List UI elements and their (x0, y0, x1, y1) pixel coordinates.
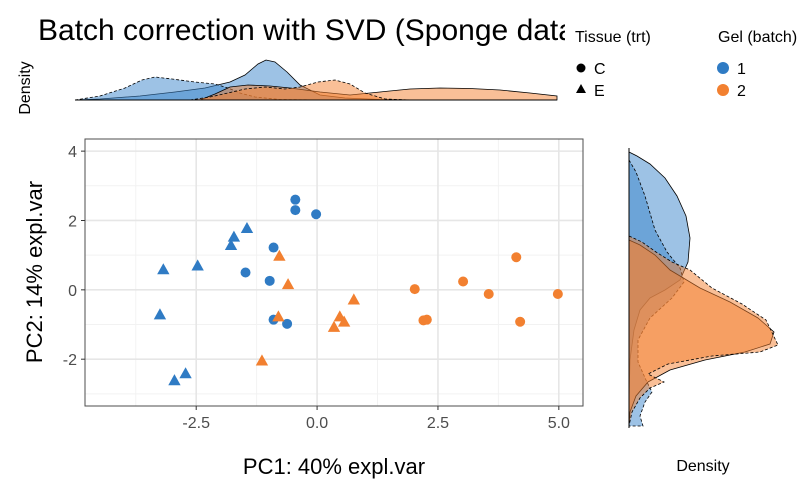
right-density: Density (628, 148, 779, 475)
data-point-circle (511, 252, 522, 263)
legend-color-label-1: 1 (737, 61, 746, 78)
data-point-circle (458, 276, 469, 287)
legend-circle-marker (576, 63, 586, 73)
data-point-circle (552, 288, 563, 299)
data-point-triangle (272, 310, 285, 322)
data-point-triangle (179, 367, 192, 379)
data-point-triangle (240, 221, 254, 234)
data-point-triangle (191, 259, 204, 271)
data-point-triangle (337, 315, 351, 327)
x-axis-title: PC1: 40% expl.var (243, 454, 425, 479)
axes: -2.5 0.0 2.5 5.0 -2 0 2 4 (63, 144, 570, 432)
x-tick-label: -2.5 (182, 415, 210, 432)
data-point-circle (290, 194, 301, 205)
top-density: Density (17, 59, 558, 115)
data-point-circle (515, 316, 526, 327)
legend-shape: Tissue (trt) C E (575, 29, 651, 100)
data-point-circle (264, 275, 275, 286)
top-density-gel2-dashed (189, 79, 411, 101)
data-point-triangle (224, 238, 238, 251)
data-point-circle (240, 267, 251, 278)
data-point-triangle (273, 249, 286, 261)
legend-triangle-marker (576, 84, 586, 93)
data-point-triangle (327, 320, 341, 332)
y-tick-label: 2 (68, 213, 77, 230)
y-tick-label: 0 (68, 283, 77, 300)
data-point-circle (282, 318, 293, 329)
data-point-circle (409, 284, 420, 295)
data-point-triangle (157, 263, 170, 275)
x-tick-label: 5.0 (548, 415, 570, 432)
data-point-circle (268, 242, 279, 253)
legend-swatch-gel2 (717, 84, 729, 96)
data-point-triangle (347, 293, 360, 305)
x-tick-label: 2.5 (427, 415, 449, 432)
legend-swatch-gel1 (717, 62, 729, 74)
data-point-triangle (281, 278, 295, 290)
chart-title: Batch correction with SVD (Sponge data) (38, 14, 585, 47)
legend-shape-label-e: E (594, 83, 605, 100)
data-point-triangle (168, 374, 181, 386)
legend-shape-title: Tissue (trt) (575, 29, 651, 46)
main-panel: -2.5 0.0 2.5 5.0 -2 0 2 4 PC1: 40% expl.var PC2… (22, 138, 584, 479)
data-point-triangle (227, 230, 241, 242)
data-point-triangle (153, 308, 167, 320)
legend-shape-label-c: C (594, 61, 606, 78)
y-tick-label: -2 (63, 352, 77, 369)
right-density-label: Density (676, 458, 729, 475)
data-point-circle (483, 288, 494, 299)
data-point-triangle (255, 354, 269, 366)
top-density-label: Density (17, 61, 34, 114)
legend-color-title: Gel (batch) (718, 29, 797, 46)
data-point-circle (421, 314, 432, 325)
data-points (153, 194, 563, 386)
y-axis-title: PC2: 14% expl.var (22, 181, 47, 363)
grid (85, 139, 583, 406)
y-tick-label: 4 (68, 144, 77, 161)
plot-border (84, 138, 584, 407)
data-point-circle (290, 205, 301, 216)
right-density-gel2-dashed (628, 235, 779, 427)
data-point-circle (311, 209, 322, 220)
legend-color-label-2: 2 (737, 83, 746, 100)
x-tick-label: 0.0 (306, 415, 328, 432)
legend-color: Gel (batch) 1 2 (717, 29, 797, 100)
